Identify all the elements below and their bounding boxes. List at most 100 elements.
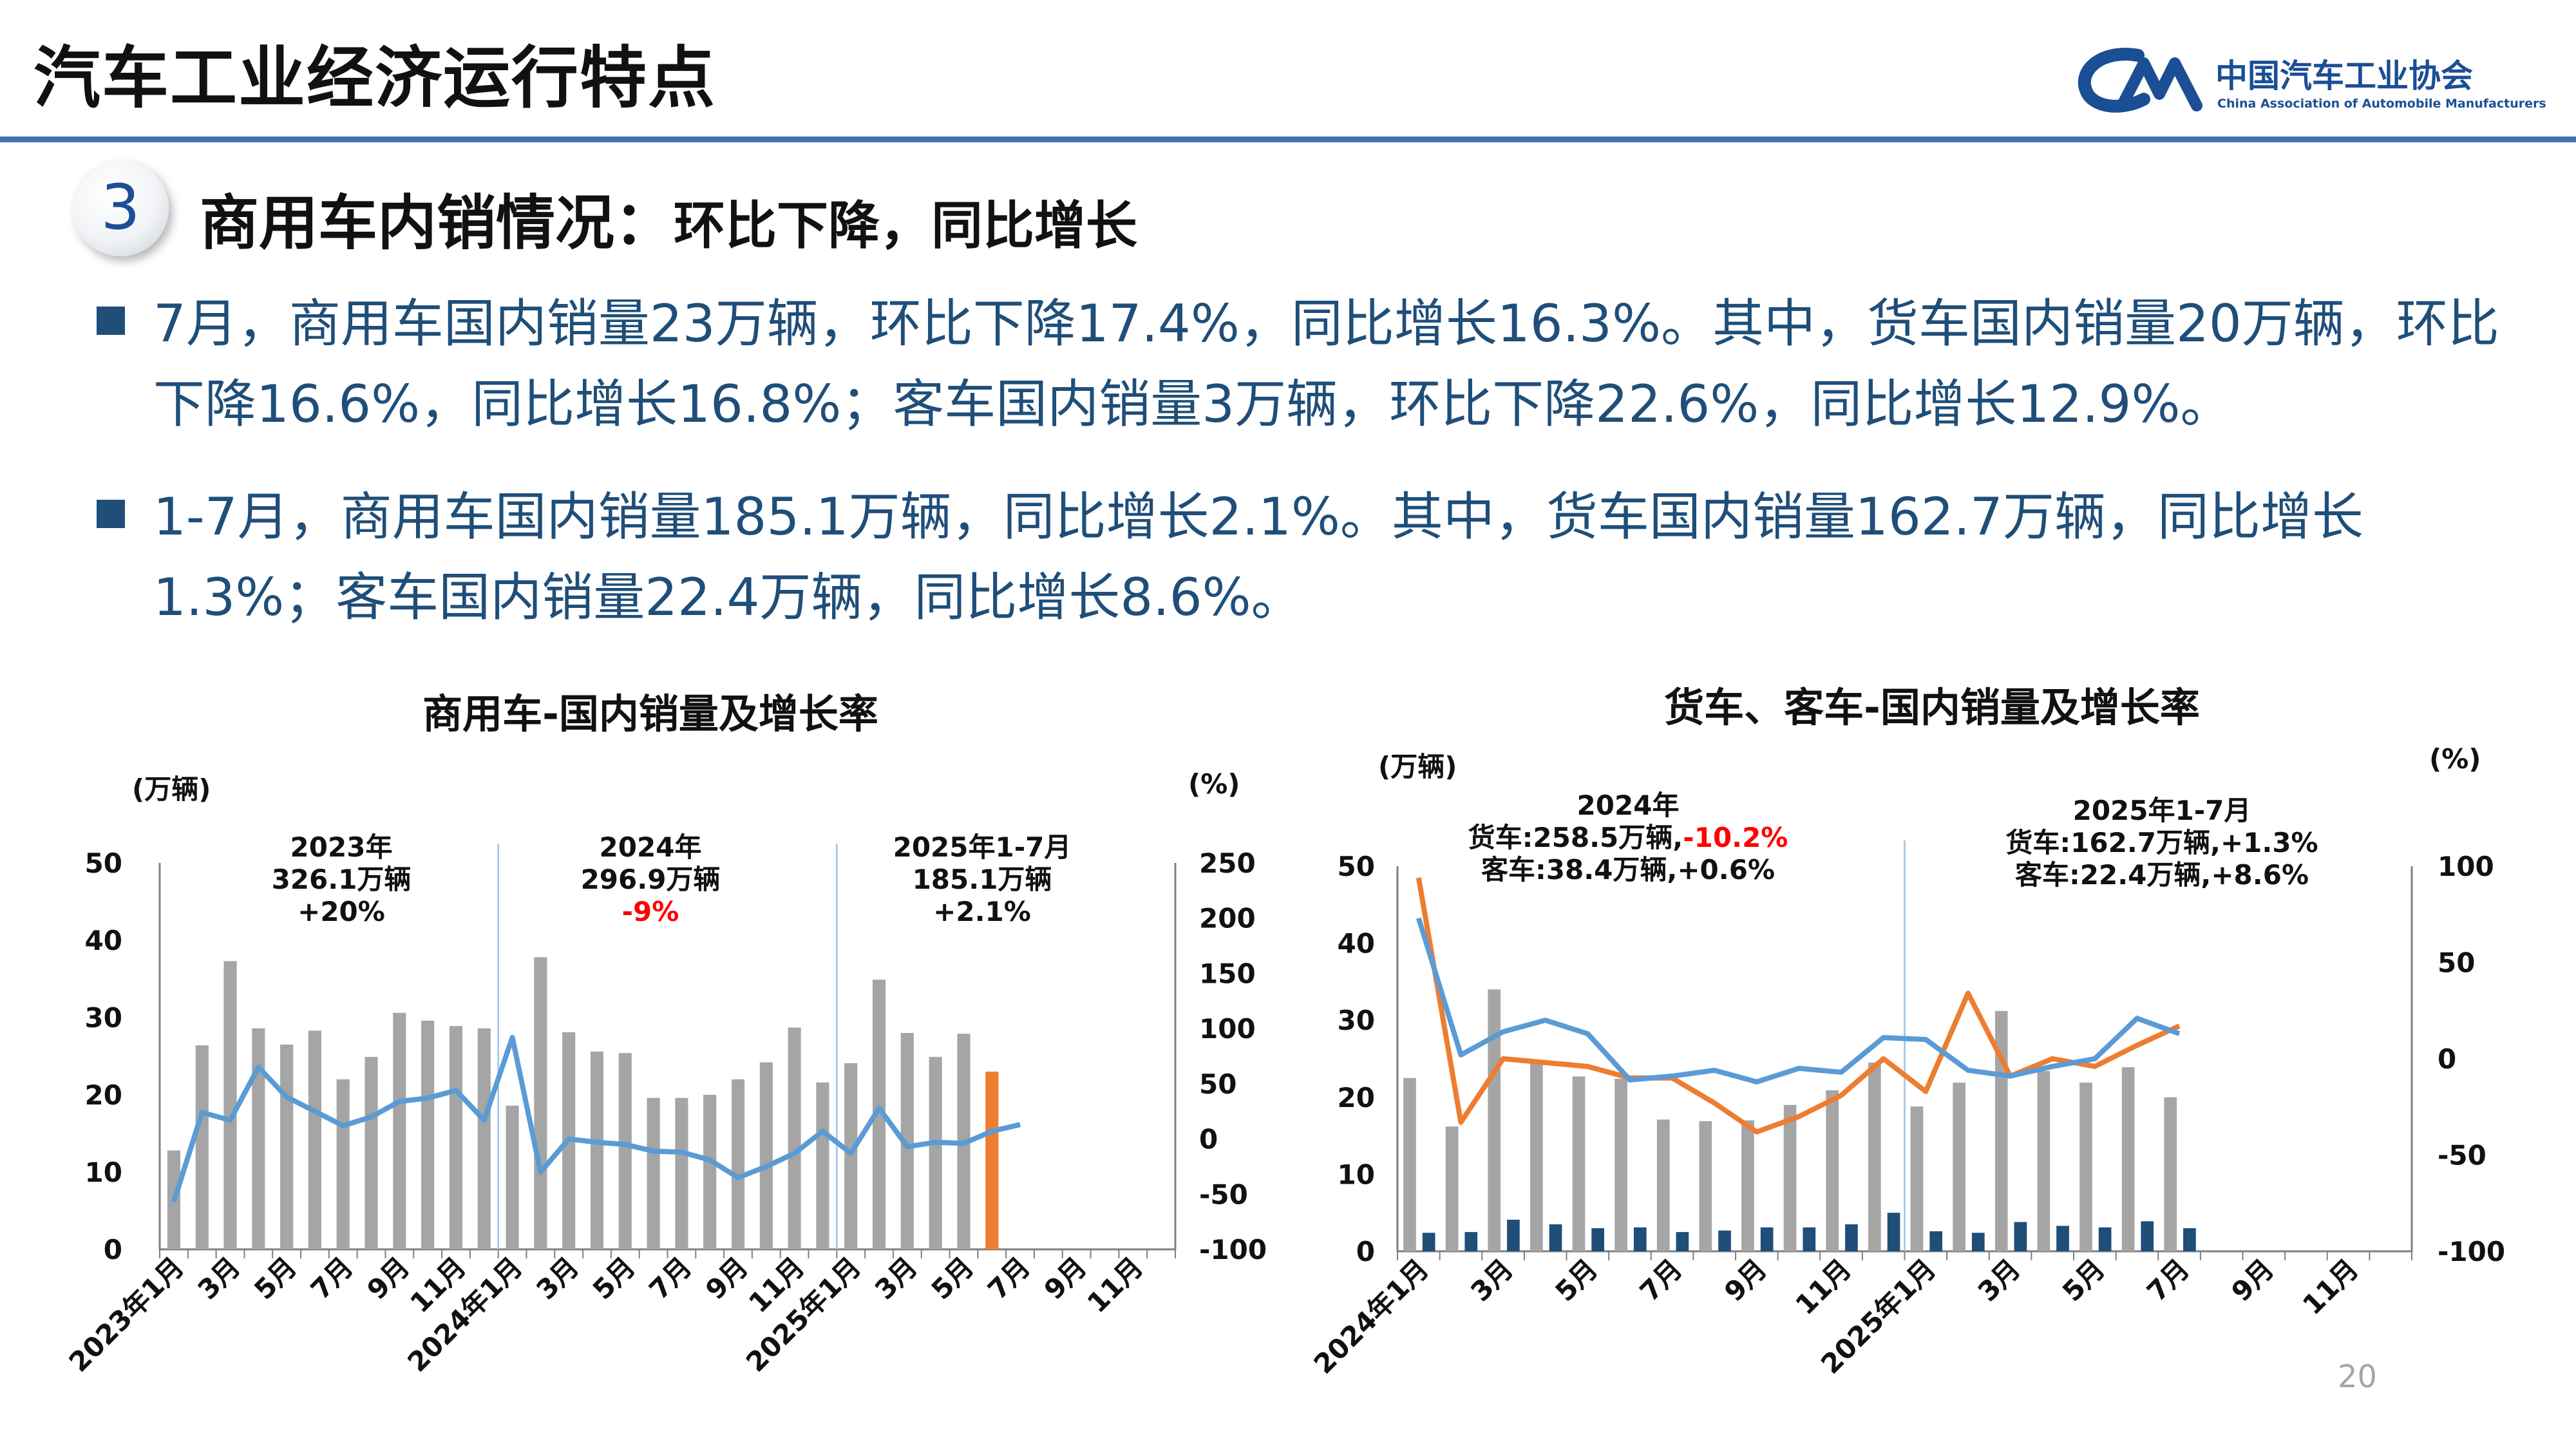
bar-bus <box>1845 1224 1858 1251</box>
x-tick-label: 7月 <box>2141 1253 2195 1307</box>
annotation-text: 2024年 <box>600 831 702 863</box>
bar <box>703 1095 717 1249</box>
bar <box>195 1045 209 1249</box>
annotation-text: 2025年1-7月 <box>893 831 1072 863</box>
bar-truck <box>2121 1067 2135 1251</box>
bar <box>421 1020 435 1249</box>
y-axis-label-left: (万辆) <box>1378 751 1457 782</box>
bar-bus <box>1971 1233 1985 1251</box>
bus-growth-rate-line <box>1416 917 2181 1084</box>
x-tick-label: 9月 <box>2225 1253 2280 1307</box>
bar-truck <box>1403 1077 1416 1251</box>
bar <box>590 1051 604 1249</box>
page-title: 汽车工业经济运行特点 <box>33 39 717 117</box>
section-title-main: 商用车内销情况： <box>200 189 674 258</box>
bar <box>618 1053 632 1249</box>
bar <box>929 1057 942 1249</box>
bar-bus <box>1591 1228 1604 1251</box>
bar <box>872 980 886 1249</box>
bar <box>759 1062 773 1249</box>
y-tick-label-left: 10 <box>85 1157 122 1188</box>
bar-bus <box>1929 1231 1942 1251</box>
bar <box>844 1063 858 1249</box>
x-tick-label: 5月 <box>2056 1253 2111 1307</box>
y-tick-label-left: 50 <box>1338 851 1375 882</box>
y-tick-label-right: 50 <box>1199 1068 1236 1100</box>
bar <box>477 1028 491 1249</box>
annotation-text: 2024年 <box>1577 790 1680 821</box>
x-tick-label: 11月 <box>1789 1253 1857 1321</box>
y-tick-label-right: 150 <box>1199 958 1256 989</box>
bullet-square-icon <box>97 307 125 335</box>
y-tick-label-left: 50 <box>85 848 122 879</box>
y-tick-label-right: -50 <box>2438 1140 2486 1171</box>
y-tick-label-right: 250 <box>1199 848 1256 879</box>
growth-rate-line <box>171 1034 1021 1203</box>
bar-bus <box>1803 1227 1816 1251</box>
bar <box>223 961 237 1249</box>
y-axis-label-left: (万辆) <box>132 773 211 805</box>
logo-text-cn: 中国汽车工业协会 <box>2215 57 2473 95</box>
annotation-text: 2025年1-7月 <box>2073 795 2251 826</box>
bar-truck <box>1741 1120 1754 1251</box>
x-tick-label: 11月 <box>2297 1253 2365 1321</box>
chart-title: 货车、客车-国内销量及增长率 <box>1664 684 2200 731</box>
bar-bus <box>1718 1230 1731 1251</box>
bar-truck <box>1530 1061 1543 1251</box>
bar-bus <box>1549 1224 1562 1251</box>
y-tick-label-left: 40 <box>1338 928 1375 960</box>
bar-truck <box>1615 1079 1627 1251</box>
bar-truck <box>2037 1071 2050 1251</box>
annotation-text-highlight: -10.2% <box>1683 822 1788 853</box>
bar <box>534 957 547 1249</box>
truck-growth-rate-line <box>1416 877 2181 1135</box>
section-title-sub: 环比下降，同比增长 <box>674 196 1138 256</box>
bar <box>393 1012 406 1249</box>
y-tick-label-right: -100 <box>2438 1236 2505 1267</box>
bar-bus <box>1507 1219 1520 1251</box>
annotation-text: 185.1万辆 <box>913 864 1052 895</box>
bar-truck <box>1656 1119 1670 1251</box>
bar-truck <box>2164 1097 2177 1251</box>
section-number-badge: 3 <box>72 160 169 256</box>
bullet-square-icon <box>97 500 125 528</box>
y-tick-label-right: 50 <box>2438 947 2475 979</box>
annotation-text: 货车:258.5万辆,-10.2% <box>1468 822 1788 853</box>
x-tick-label: 3月 <box>1464 1253 1519 1307</box>
bar-bus <box>2014 1222 2027 1251</box>
bar <box>816 1082 829 1249</box>
y-tick-label-left: 40 <box>85 925 122 956</box>
annotation-text: 2023年 <box>290 831 393 863</box>
chart-title: 商用车-国内销量及增长率 <box>422 690 878 737</box>
y-tick-label-left: 10 <box>1338 1159 1375 1190</box>
bar <box>365 1057 378 1249</box>
bar-highlight <box>985 1072 999 1249</box>
y-tick-label-left: 20 <box>85 1079 122 1111</box>
section-title: 商用车内销情况：环比下降，同比增长 <box>200 175 1137 261</box>
bar-truck <box>1910 1106 1924 1251</box>
bar <box>731 1079 745 1249</box>
bar-bus <box>1887 1213 1900 1251</box>
y-tick-label-left: 20 <box>1338 1082 1375 1113</box>
y-axis-label-right: (%) <box>1188 768 1240 800</box>
bar-truck <box>1572 1076 1586 1251</box>
bullet-text-1: 7月，商用车国内销量23万辆，环比下降17.4%，同比增长16.3%。其中，货车… <box>153 294 2499 434</box>
bar <box>449 1026 463 1249</box>
bar-truck <box>1953 1083 1965 1251</box>
bar <box>308 1030 322 1249</box>
bar-truck <box>1826 1090 1839 1251</box>
bar-truck <box>1699 1121 1712 1251</box>
y-tick-label-right: 0 <box>2438 1043 2456 1075</box>
bar-bus <box>1422 1233 1435 1251</box>
x-tick-label: 9月 <box>1718 1253 1773 1307</box>
x-tick-label: 3月 <box>1972 1253 2027 1307</box>
bar-truck <box>1783 1104 1797 1251</box>
annotation-text: 货车:162.7万辆,+1.3% <box>2005 827 2318 858</box>
bar <box>647 1097 660 1249</box>
bar-truck <box>1445 1126 1459 1251</box>
bullet-text-2: 1-7月，商用车国内销量185.1万辆，同比增长2.1%。其中，货车国内销量16… <box>153 487 2363 627</box>
annotation-text: 296.9万辆 <box>581 864 721 895</box>
section-number: 3 <box>100 171 140 243</box>
x-tick-label: 5月 <box>1549 1253 1604 1307</box>
